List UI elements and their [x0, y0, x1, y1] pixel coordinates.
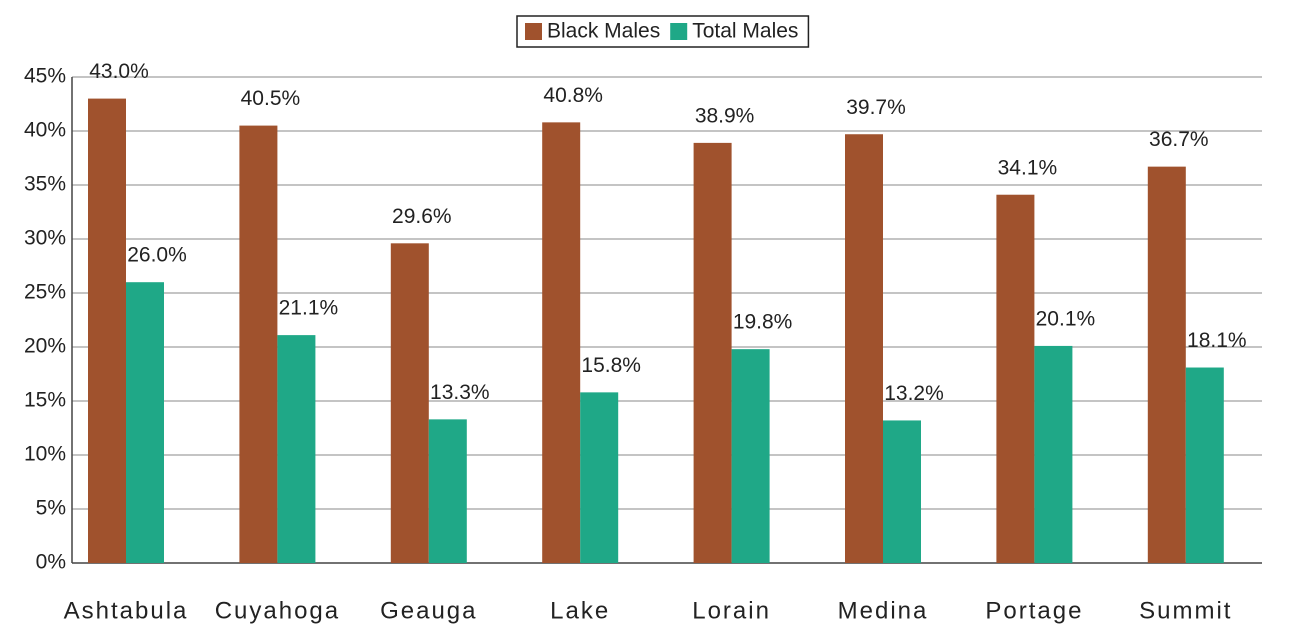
legend-swatch — [525, 23, 542, 40]
bar — [731, 349, 770, 563]
x-tick-label: Ashtabula — [64, 597, 189, 624]
y-tick-label: 5% — [36, 497, 66, 520]
value-label: 18.1% — [1187, 329, 1247, 352]
x-tick-label: Cuyahoga — [215, 597, 340, 624]
value-label: 26.0% — [127, 244, 187, 267]
bar — [1185, 367, 1224, 563]
value-label: 38.9% — [695, 104, 755, 127]
bar — [996, 194, 1035, 563]
x-tick-label: Lake — [550, 597, 610, 624]
y-tick-label: 20% — [24, 335, 66, 358]
y-tick-label: 30% — [24, 227, 66, 250]
bar — [239, 125, 278, 563]
value-label: 13.2% — [884, 382, 944, 405]
bar — [693, 142, 732, 563]
bar — [390, 243, 429, 563]
bar — [580, 392, 619, 563]
y-tick-label: 35% — [24, 173, 66, 196]
value-label: 39.7% — [846, 96, 906, 119]
x-tick-label: Portage — [985, 597, 1083, 624]
legend-label: Black Males — [547, 20, 660, 43]
legend-swatch — [670, 23, 688, 40]
x-tick-label: Summit — [1139, 597, 1232, 624]
value-label: 36.7% — [1149, 128, 1209, 151]
bar — [428, 419, 467, 563]
bar — [126, 282, 164, 563]
bar — [1147, 166, 1186, 563]
y-tick-label: 40% — [24, 119, 66, 142]
bar — [883, 420, 921, 563]
value-label: 15.8% — [581, 354, 641, 377]
y-tick-label: 45% — [24, 65, 66, 88]
x-tick-label: Geauga — [380, 597, 477, 624]
bar — [88, 98, 126, 563]
legend-label: Total Males — [692, 20, 798, 43]
x-tick-label: Medina — [838, 597, 929, 624]
value-label: 34.1% — [998, 156, 1058, 179]
value-label: 43.0% — [89, 60, 149, 83]
y-tick-label: 25% — [24, 281, 66, 304]
bar — [277, 335, 316, 563]
value-label: 19.8% — [733, 311, 793, 334]
bar — [542, 122, 581, 564]
legend-box — [516, 15, 810, 48]
bar — [845, 134, 883, 564]
value-label: 20.1% — [1036, 307, 1096, 330]
value-label: 13.3% — [430, 381, 490, 404]
bar — [1034, 345, 1073, 563]
x-tick-label: Lorain — [692, 597, 771, 624]
y-tick-label: 0% — [36, 551, 66, 574]
value-label: 40.5% — [241, 87, 301, 110]
y-tick-label: 15% — [24, 389, 66, 412]
value-label: 21.1% — [279, 297, 339, 320]
y-tick-label: 10% — [24, 443, 66, 466]
value-label: 29.6% — [392, 205, 452, 228]
value-label: 40.8% — [543, 84, 603, 107]
